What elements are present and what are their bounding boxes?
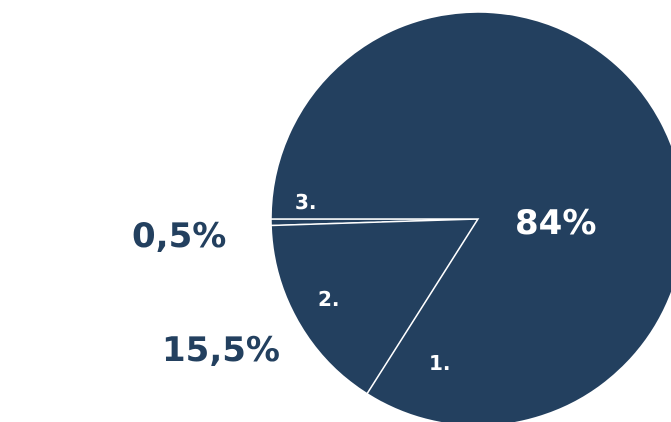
slice-label-2: 2. xyxy=(318,287,340,311)
pie-slices xyxy=(270,11,671,422)
slice-value-1: 84% xyxy=(515,203,596,243)
slice-value-3: 0,5% xyxy=(132,216,226,256)
slice-value-2: 15,5% xyxy=(162,330,280,370)
pie-slice-2 xyxy=(270,218,480,395)
pie-slice-1 xyxy=(270,11,671,422)
slice-label-1: 1. xyxy=(429,351,451,375)
slice-label-3: 3. xyxy=(295,190,317,214)
